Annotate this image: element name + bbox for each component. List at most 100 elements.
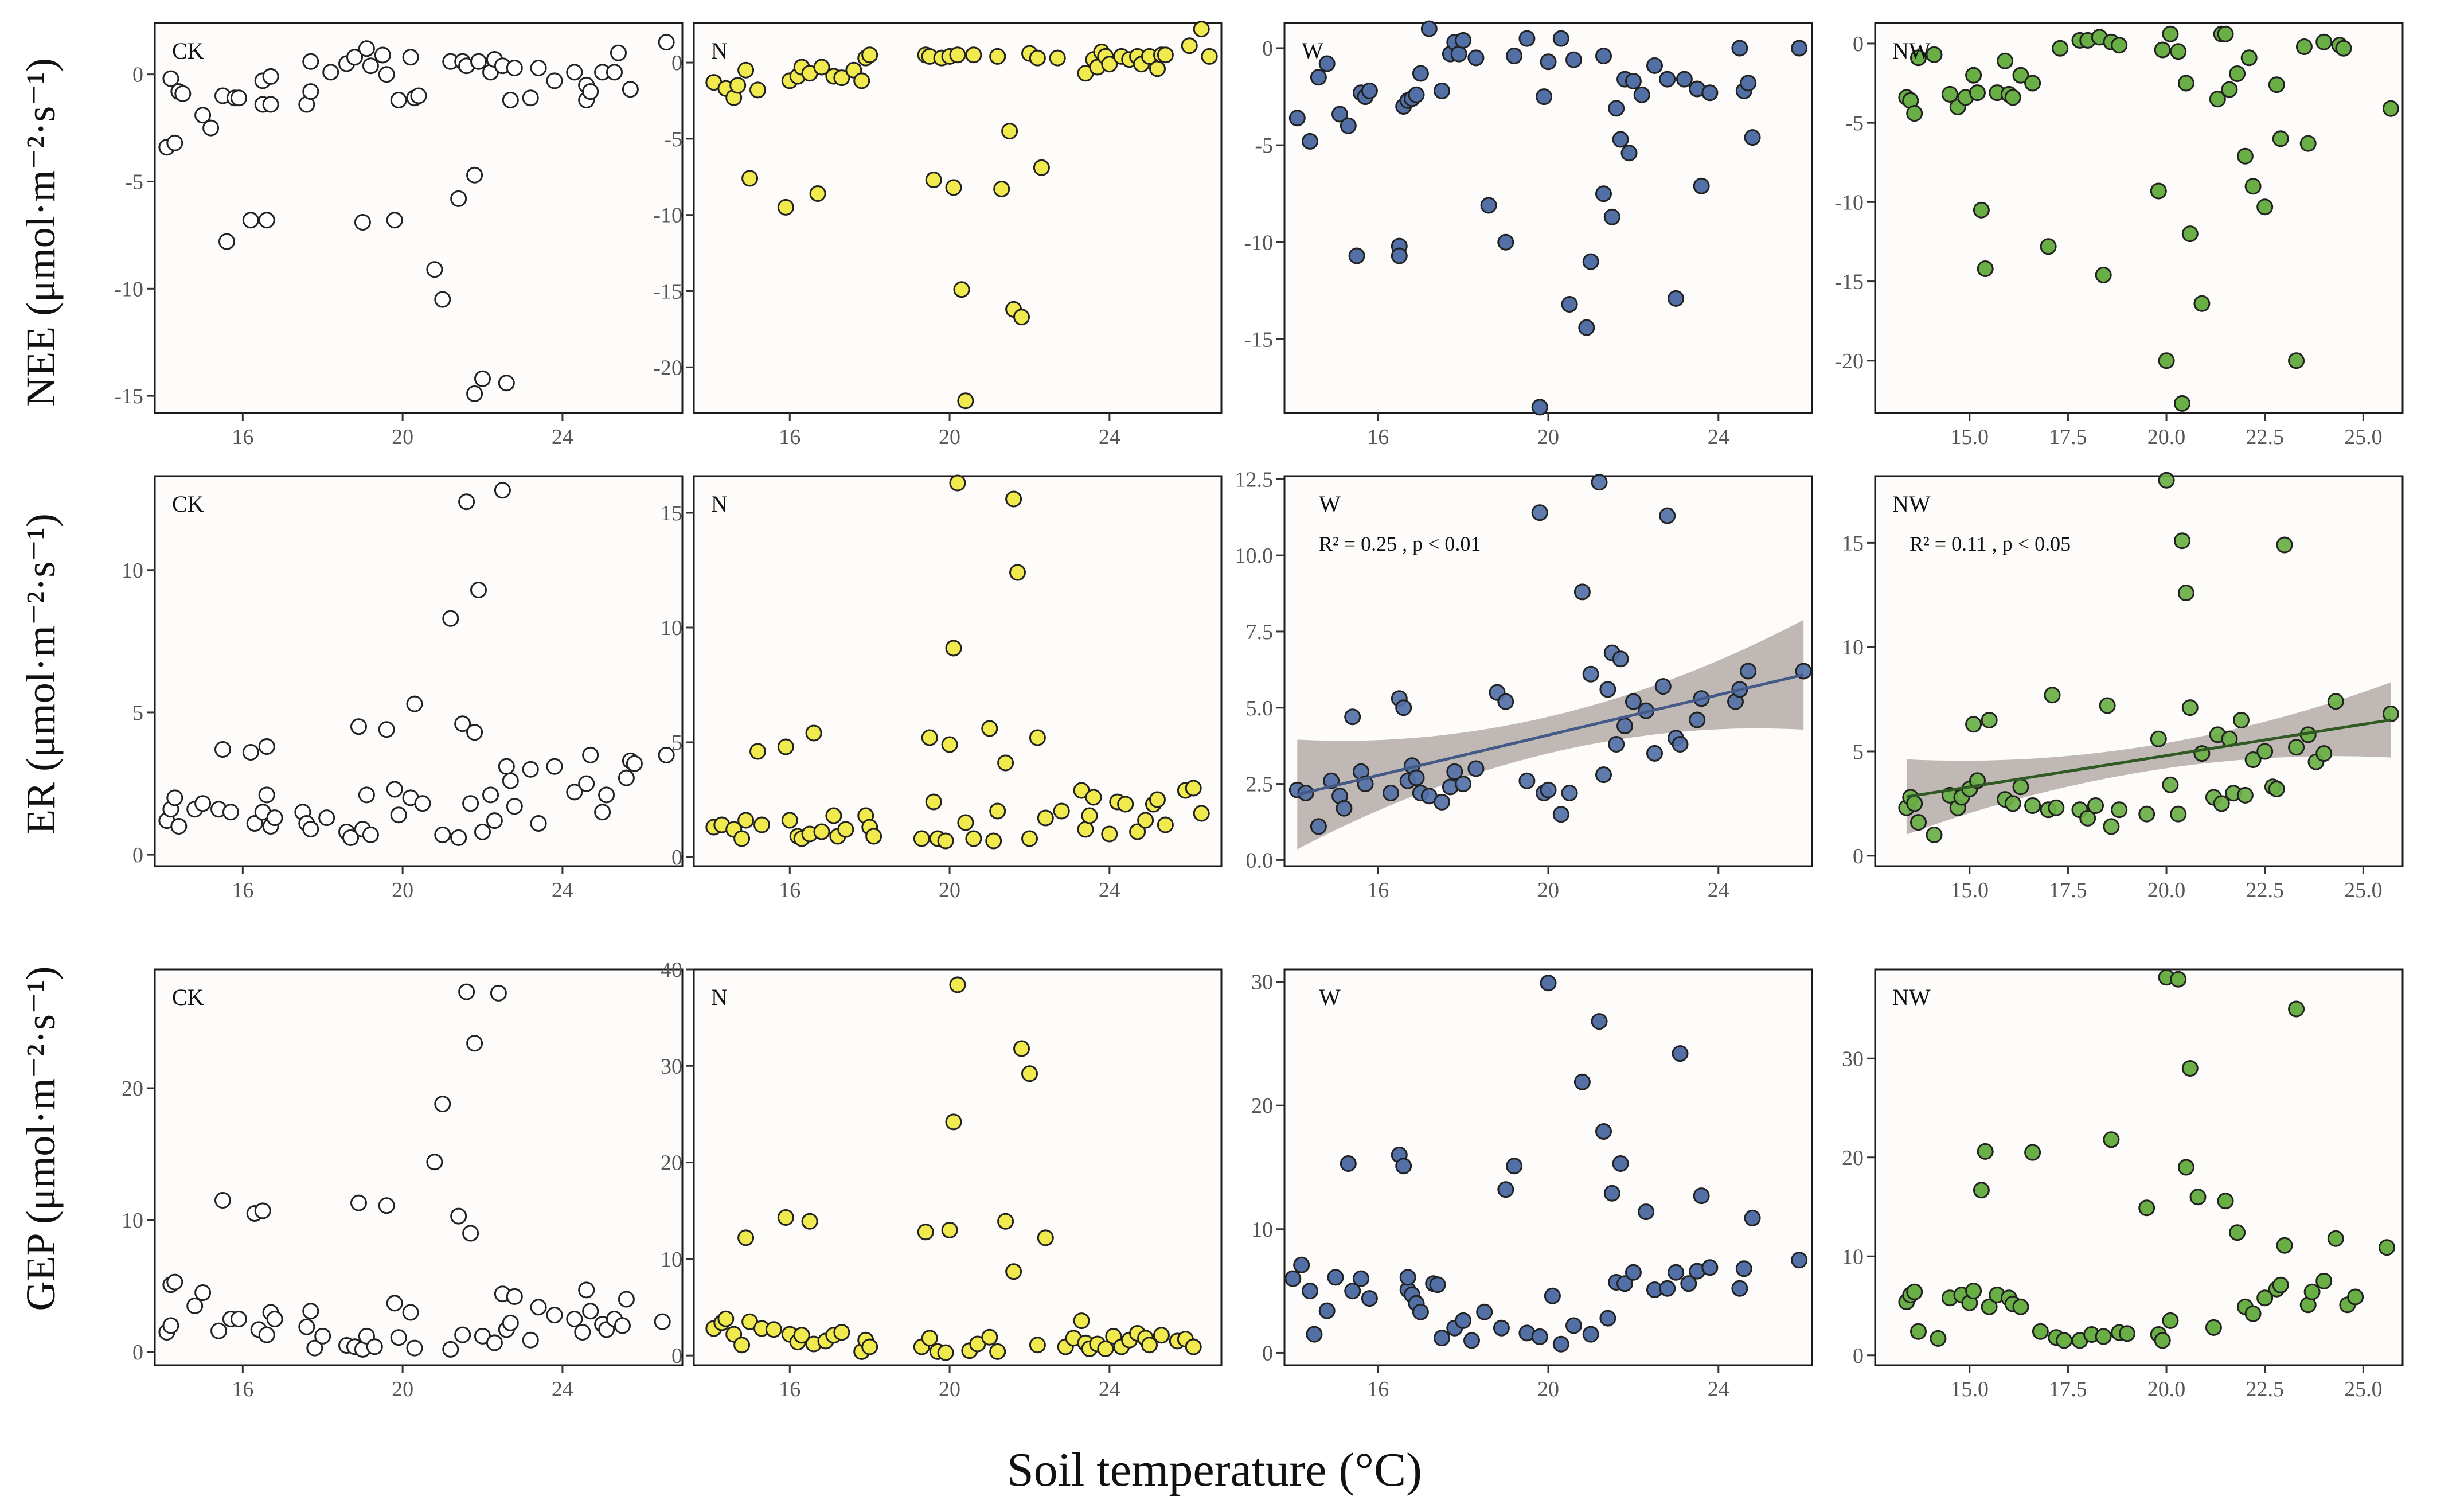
data-point	[162, 70, 179, 87]
data-point	[1973, 201, 1990, 219]
panel-label: N	[711, 38, 728, 64]
data-point	[1981, 1298, 1998, 1315]
data-point	[614, 1317, 631, 1334]
data-point	[1689, 711, 1706, 728]
data-point	[302, 821, 319, 837]
data-point	[1408, 86, 1425, 103]
data-point	[2095, 267, 2112, 283]
y-tick-label: 10	[1251, 1218, 1273, 1242]
x-tick-label: 20.0	[2147, 1377, 2186, 1401]
data-point	[262, 96, 279, 113]
data-point	[2158, 472, 2175, 489]
data-point	[1531, 1328, 1548, 1345]
data-point	[1001, 123, 1018, 140]
x-tick-label: 24	[1099, 878, 1120, 902]
y-tick-label: 10.0	[1235, 544, 1274, 568]
data-point	[2189, 1189, 2207, 1206]
x-tick-label: 15.0	[1951, 878, 1989, 902]
y-tick-label: -10	[1834, 190, 1864, 215]
data-point	[1565, 51, 1582, 68]
data-point	[1455, 32, 1472, 49]
data-point	[318, 809, 335, 827]
plot-frame	[1874, 968, 2404, 1366]
data-point	[1552, 806, 1569, 823]
data-point	[1573, 1073, 1591, 1090]
y-tick-label: 15	[661, 501, 682, 525]
data-point	[466, 1035, 483, 1052]
data-point	[2162, 1312, 2179, 1329]
data-point	[1318, 1302, 1336, 1319]
data-point	[949, 976, 966, 993]
data-point	[1049, 49, 1066, 67]
data-point	[1077, 821, 1094, 838]
data-point	[1293, 1256, 1310, 1273]
y-tick-label: -10	[1244, 231, 1273, 255]
x-tick-label: 24	[552, 425, 573, 449]
data-point	[1595, 766, 1612, 784]
scatter-points	[158, 983, 671, 1358]
data-point	[1599, 1310, 1616, 1327]
data-point	[594, 804, 611, 821]
data-point	[402, 1304, 419, 1321]
data-point	[2103, 818, 2120, 835]
data-point	[781, 812, 798, 829]
data-point	[2170, 805, 2187, 823]
data-point	[1744, 1209, 1761, 1226]
data-point	[2303, 1283, 2321, 1300]
data-point	[2240, 49, 2258, 67]
data-point	[2087, 797, 2104, 814]
data-point	[1506, 1158, 1523, 1175]
data-point	[1429, 1276, 1446, 1293]
y-tick-label: 0	[1262, 1341, 1273, 1365]
data-point	[1053, 802, 1070, 820]
data-point	[482, 786, 499, 804]
data-point	[2276, 536, 2293, 554]
data-point	[1536, 88, 1553, 106]
data-point	[2103, 1131, 2120, 1148]
panel-nee-ck: -15 -10 -5 0 16 20 24 CK	[114, 22, 684, 449]
data-point	[618, 1291, 635, 1308]
data-point	[1340, 117, 1357, 134]
x-tick-label: 25.0	[2344, 878, 2383, 902]
data-point	[1910, 814, 1927, 831]
data-point	[1336, 800, 1353, 817]
data-point	[1434, 793, 1450, 811]
data-point	[450, 1207, 467, 1225]
data-point	[166, 789, 183, 806]
y-tick-label: 0	[1853, 844, 1864, 868]
data-point	[949, 474, 966, 492]
data-point	[1969, 84, 1986, 102]
data-point	[1930, 1330, 1947, 1347]
data-point	[506, 1288, 523, 1305]
data-point	[749, 743, 766, 760]
data-point	[1412, 1303, 1429, 1320]
data-point	[1340, 1155, 1357, 1172]
x-tick-label: 16	[1367, 878, 1389, 902]
data-point	[622, 81, 639, 98]
data-point	[302, 1303, 319, 1320]
data-point	[1141, 1337, 1158, 1354]
y-tick-label: 0	[132, 1341, 143, 1365]
plot-frame	[693, 22, 1223, 414]
data-point	[466, 385, 483, 402]
data-point	[1561, 785, 1578, 801]
y-tick-label: 5	[132, 701, 143, 725]
panel-label: CK	[172, 984, 204, 1010]
data-point	[953, 281, 970, 298]
y-tick-label: -10	[114, 277, 143, 301]
data-point	[266, 1311, 283, 1327]
panel-nee-w: -15 -10 -5 0 16 20 24 W	[1244, 20, 1813, 449]
y-tick-label: 5.0	[1246, 696, 1274, 720]
data-point	[322, 64, 339, 81]
data-point	[833, 69, 850, 87]
data-point	[502, 772, 519, 789]
data-point	[2205, 1319, 2222, 1336]
data-point	[1668, 290, 1685, 307]
data-point	[1137, 812, 1154, 829]
data-point	[2162, 776, 2179, 793]
data-point	[1408, 769, 1425, 786]
data-point	[474, 370, 491, 387]
panel-gep-ck: 0 10 20 16 20 24 CK	[122, 968, 684, 1401]
data-point	[522, 89, 539, 107]
data-point	[1531, 504, 1548, 521]
